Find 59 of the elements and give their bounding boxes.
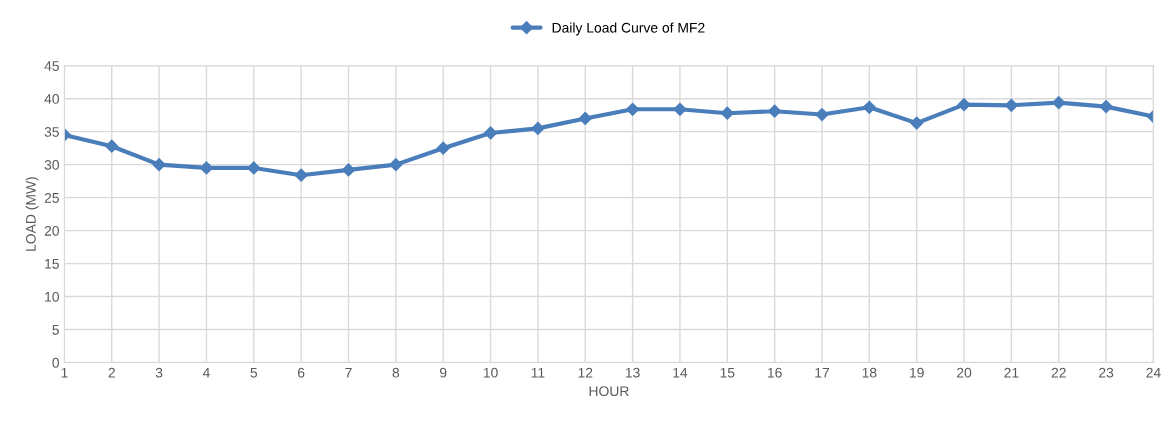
x-tick-label: 2 [108, 367, 115, 378]
point [341, 163, 356, 177]
point [436, 141, 450, 155]
y-tick-label: 25 [44, 192, 59, 203]
x-tick-label: 3 [155, 367, 163, 378]
x-tick-label: 11 [531, 367, 545, 378]
x-tick-label: 24 [1146, 367, 1161, 378]
x-tick-label: 14 [673, 367, 688, 378]
point [152, 158, 166, 172]
point [105, 139, 119, 153]
x-tick-label: 1 [61, 367, 68, 378]
legend-label: Daily Load Curve of MF2 [552, 22, 705, 36]
x-tick-label: 21 [1004, 367, 1019, 378]
point [626, 102, 640, 116]
point [199, 161, 214, 175]
point [768, 104, 782, 118]
point [910, 116, 924, 130]
point [673, 102, 687, 116]
x-tick-label: 15 [720, 367, 735, 378]
x-tick-label: 13 [625, 367, 640, 378]
y-tick-label: 15 [45, 259, 59, 269]
x-tick-label: 6 [297, 367, 305, 378]
point [389, 158, 403, 172]
point [1004, 98, 1018, 112]
x-tick-label: 12 [578, 367, 593, 378]
point [815, 107, 829, 122]
y-tick-label: 10 [45, 291, 59, 302]
point [531, 121, 545, 135]
x-axis-title: HOUR [589, 386, 629, 397]
x-tick-label: 9 [439, 367, 447, 378]
x-tick-label: 10 [483, 367, 498, 378]
y-tick-label: 20 [44, 225, 59, 236]
point [1052, 96, 1066, 110]
y-tick-label: 30 [44, 159, 59, 170]
point [578, 111, 592, 126]
y-tick-label: 0 [52, 357, 59, 368]
x-tick-label: 20 [957, 367, 972, 378]
x-tick-label: 18 [862, 367, 877, 378]
point [862, 100, 876, 114]
point [720, 106, 734, 120]
point [483, 126, 498, 140]
x-tick-label: 16 [767, 367, 782, 378]
x-tick-label: 4 [202, 367, 210, 378]
y-axis-title: LOAD (MW) [25, 177, 39, 251]
point [294, 168, 308, 182]
y-tick-label: 35 [44, 127, 59, 137]
point [247, 161, 261, 175]
y-tick-label: 40 [44, 94, 59, 104]
x-tick-label: 17 [815, 367, 830, 378]
point [1099, 100, 1113, 114]
x-tick-label: 22 [1051, 367, 1066, 378]
x-tick-label: 7 [345, 367, 352, 378]
x-tick-label: 5 [250, 367, 258, 378]
y-tick-label: 5 [52, 325, 59, 335]
x-tick-label: 19 [910, 367, 924, 378]
x-tick-label: 8 [392, 367, 400, 378]
point [957, 98, 971, 112]
y-tick-label: 45 [44, 61, 59, 71]
x-tick-label: 23 [1099, 367, 1114, 378]
